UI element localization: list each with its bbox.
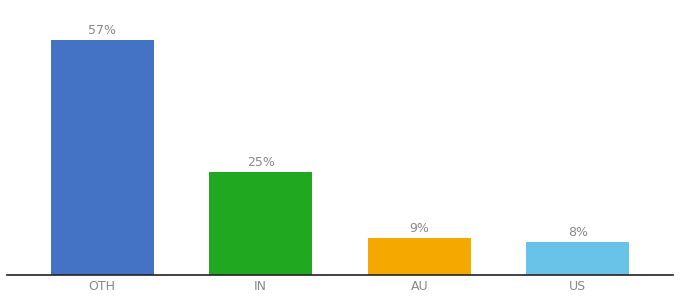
Text: 8%: 8%	[568, 226, 588, 239]
Bar	[526, 242, 630, 275]
Bar	[368, 238, 471, 275]
Text: 9%: 9%	[409, 222, 429, 235]
Text: 57%: 57%	[88, 24, 116, 37]
Text: 25%: 25%	[247, 156, 275, 169]
Bar	[209, 172, 312, 275]
Bar	[50, 40, 154, 275]
